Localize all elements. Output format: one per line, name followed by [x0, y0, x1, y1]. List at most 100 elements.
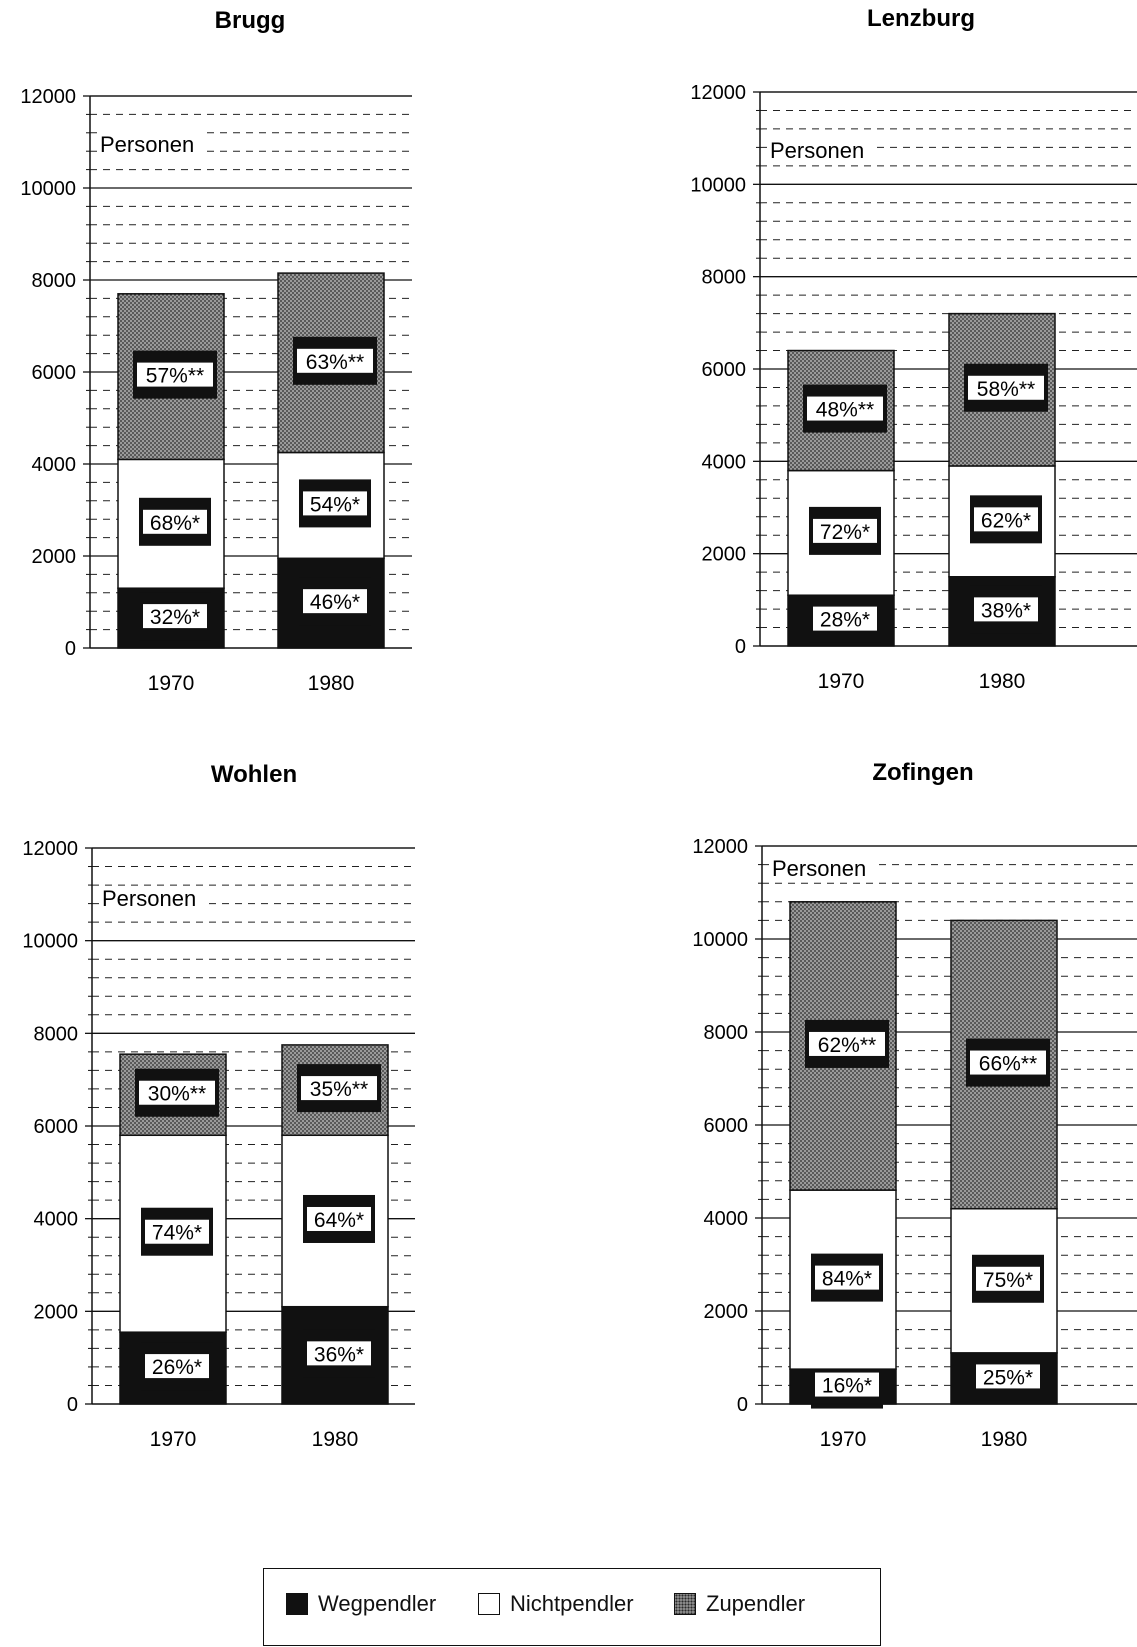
charts-canvas: Brugg 0 2000 4000 6000 8000 10000 12000 Personen… [20, 5, 1137, 1451]
x-tick-label: 1980 [312, 1428, 359, 1451]
y-tick-label: 2000 [34, 1301, 79, 1323]
legend-item-nichtpendler: Nichtpendler [478, 1589, 634, 1619]
pct-label-wegpendler-1980: 25%* [983, 1366, 1033, 1389]
y-tick-label: 10000 [20, 178, 76, 200]
y-tick-label: 10000 [692, 929, 748, 951]
legend-label-zupendler: Zupendler [706, 1591, 806, 1616]
pct-label-box [301, 1076, 377, 1101]
y-tick-label: 0 [735, 636, 746, 658]
unit-label-bg [98, 132, 202, 158]
y-tick-label: 12000 [692, 836, 748, 858]
legend-swatch-wegpendler [286, 1593, 308, 1615]
x-tick-label: 1970 [818, 670, 865, 693]
pct-label-box [976, 1266, 1040, 1291]
pct-label-box [815, 1265, 879, 1290]
pct-label-nichtpendler-1970: 84%* [822, 1268, 872, 1291]
pct-label-box [976, 1364, 1040, 1389]
y-tick-label: 0 [67, 1394, 78, 1416]
legend-item-wegpendler: Wegpendler [286, 1589, 436, 1619]
pct-label-box [813, 518, 877, 543]
y-tick-label: 12000 [22, 838, 78, 860]
y-tick-label: 8000 [704, 1022, 749, 1044]
pct-label-nichtpendler-1980: 62%* [981, 509, 1031, 532]
legend-swatch-zupendler [674, 1593, 696, 1615]
unit-label-bg [770, 856, 874, 882]
y-tick-label: 2000 [702, 544, 747, 566]
unit-label: Personen [770, 138, 864, 163]
y-tick-label: 10000 [22, 931, 78, 953]
y-tick-label: 10000 [690, 174, 746, 196]
unit-label: Personen [102, 886, 196, 911]
y-tick-label: 2000 [704, 1301, 749, 1323]
chart-brugg: Brugg 0 2000 4000 6000 8000 10000 12000 Personen… [20, 7, 412, 695]
pct-label-nichtpendler-1980: 75%* [983, 1269, 1033, 1292]
pct-label-box [974, 597, 1038, 622]
pct-label-box [139, 1080, 215, 1105]
unit-label: Personen [100, 132, 194, 157]
pct-label-wegpendler-1970: 26%* [152, 1356, 202, 1379]
pct-label-box [303, 491, 367, 516]
pct-label-zupendler-1970: 48%** [816, 399, 874, 422]
pct-label-box [809, 1031, 885, 1056]
pct-label-nichtpendler-1970: 72%* [820, 521, 870, 544]
pct-label-box [815, 1372, 879, 1397]
pct-label-zupendler-1980: 63%** [306, 351, 364, 374]
chart-wohlen: Wohlen 0 2000 4000 6000 8000 10000 12000 Persone… [22, 761, 415, 1451]
pct-label-zupendler-1970: 30%** [148, 1083, 206, 1106]
x-tick-label: 1970 [820, 1428, 867, 1451]
pct-label-wegpendler-1980: 38%* [981, 599, 1031, 622]
pct-label-wegpendler-1980: 46%* [310, 591, 360, 614]
y-tick-label: 0 [737, 1394, 748, 1416]
pct-label-box [968, 375, 1044, 400]
x-tick-label: 1970 [148, 672, 195, 695]
pct-label-zupendler-1980: 58%** [977, 378, 1035, 401]
y-tick-label: 12000 [20, 86, 76, 108]
y-tick-label: 8000 [32, 270, 77, 292]
pct-label-box [145, 1354, 209, 1379]
pct-label-box [143, 509, 207, 534]
unit-label: Personen [772, 856, 866, 881]
x-tick-label: 1980 [308, 672, 355, 695]
unit-label-bg [100, 886, 204, 912]
y-tick-label: 6000 [34, 1116, 79, 1138]
pct-label-box [813, 606, 877, 631]
chart-title: Zofingen [872, 759, 973, 786]
legend: Wegpendler Nichtpendler Zupendler [263, 1568, 881, 1646]
pct-label-zupendler-1970: 57%** [146, 365, 204, 388]
x-tick-label: 1980 [979, 670, 1026, 693]
y-tick-label: 4000 [702, 451, 747, 473]
pct-label-wegpendler-1970: 16%* [822, 1375, 872, 1398]
legend-label-nichtpendler: Nichtpendler [510, 1591, 634, 1616]
chart-lenzburg: Lenzburg 0 2000 4000 6000 8000 10000 12000 Perso… [690, 5, 1137, 693]
legend-swatch-nichtpendler [478, 1593, 500, 1615]
pct-label-nichtpendler-1970: 68%* [150, 512, 200, 535]
pct-label-box [137, 362, 213, 387]
pct-label-box [307, 1341, 371, 1366]
pct-label-box [807, 396, 883, 421]
pct-label-zupendler-1980: 66%** [979, 1053, 1037, 1076]
pct-label-box [143, 604, 207, 629]
pct-label-nichtpendler-1970: 74%* [152, 1222, 202, 1245]
legend-label-wegpendler: Wegpendler [318, 1591, 437, 1616]
pct-label-nichtpendler-1980: 54%* [310, 493, 360, 516]
y-tick-label: 4000 [34, 1209, 79, 1231]
y-tick-label: 8000 [34, 1023, 79, 1045]
pct-label-wegpendler-1970: 28%* [820, 609, 870, 632]
chart-title: Lenzburg [867, 5, 975, 32]
y-tick-label: 6000 [704, 1115, 749, 1137]
pct-label-box [970, 1050, 1046, 1075]
y-tick-label: 8000 [702, 267, 747, 289]
y-tick-label: 6000 [702, 359, 747, 381]
y-tick-label: 6000 [32, 362, 77, 384]
pct-label-nichtpendler-1980: 64%* [314, 1209, 364, 1232]
pct-label-box [297, 348, 373, 373]
pct-label-box [307, 1206, 371, 1231]
x-tick-label: 1980 [981, 1428, 1028, 1451]
x-tick-label: 1970 [150, 1428, 197, 1451]
pct-label-wegpendler-1970: 32%* [150, 606, 200, 629]
pct-label-wegpendler-1980: 36%* [314, 1343, 364, 1366]
chart-zofingen: Zofingen 0 2000 4000 6000 8000 10000 12000 Perso… [692, 759, 1137, 1451]
pct-label-zupendler-1970: 62%** [818, 1034, 876, 1057]
y-tick-label: 4000 [32, 454, 77, 476]
y-tick-label: 12000 [690, 82, 746, 104]
